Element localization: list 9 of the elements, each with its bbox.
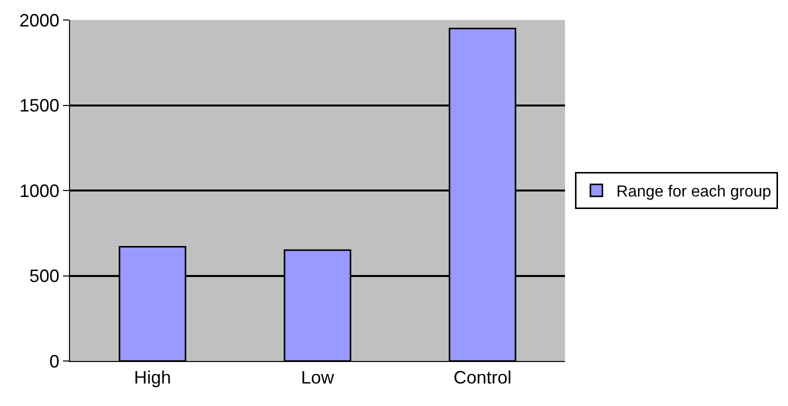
y-tick-label: 1000 — [19, 180, 60, 201]
x-tick-label: Control — [453, 368, 512, 388]
y-tick-label: 1500 — [19, 96, 60, 116]
x-tick-label: Low — [300, 368, 336, 388]
y-tick-label: 2000 — [19, 10, 60, 30]
y-tick-label: 0 — [49, 351, 60, 372]
x-tick-label: High — [134, 368, 172, 388]
y-tick-label: 500 — [29, 266, 60, 286]
legend-label: Range for each group — [616, 184, 772, 201]
